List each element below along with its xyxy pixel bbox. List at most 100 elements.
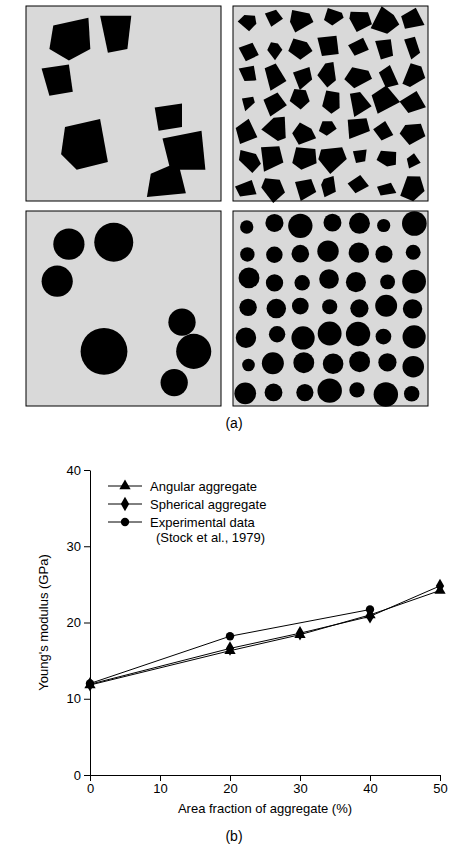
x-tick: 0 — [87, 775, 94, 796]
aggregate — [319, 269, 339, 289]
x-tick: 20 — [223, 775, 237, 796]
y-tick-mark — [84, 775, 90, 776]
aggregate — [265, 10, 283, 27]
y-tick-mark — [84, 546, 90, 547]
aggregate — [375, 246, 392, 263]
aggregate — [147, 162, 186, 197]
aggregate — [163, 131, 206, 170]
aggregate — [240, 220, 253, 233]
aggregate — [242, 97, 255, 111]
aggregate — [295, 179, 316, 201]
aggregate — [238, 15, 257, 31]
microstructure-panel — [26, 6, 221, 201]
x-tick: 50 — [433, 775, 447, 796]
legend-entry: Angular aggregate — [108, 479, 257, 494]
panel-ground — [233, 6, 428, 201]
aggregate — [324, 8, 344, 25]
legend-marker — [121, 497, 129, 511]
aggregate — [401, 8, 424, 29]
aggregate — [265, 384, 283, 402]
panel-ground — [26, 211, 221, 406]
aggregate — [291, 326, 314, 349]
aggregate — [372, 85, 400, 113]
y-axis: 010203040 — [67, 463, 91, 783]
series-marker — [436, 579, 444, 593]
aggregate-shapes — [235, 6, 426, 203]
aggregate — [379, 65, 399, 88]
series-marker — [84, 679, 95, 689]
aggregate — [100, 16, 131, 53]
aggregate — [346, 272, 366, 292]
aggregate — [350, 299, 368, 317]
x-tick-label: 10 — [153, 781, 167, 796]
aggregate — [267, 299, 286, 318]
aggregate — [375, 295, 397, 317]
aggregate — [377, 219, 390, 232]
aggregate — [263, 92, 286, 116]
series-marker — [86, 679, 94, 687]
aggregate — [319, 121, 337, 136]
legend-marker — [119, 479, 130, 489]
panel-label: (b) — [225, 828, 242, 844]
aggregate — [94, 223, 133, 262]
aggregate — [240, 247, 254, 261]
line-chart: 01020304050010203040Area fraction of agg… — [36, 463, 448, 844]
aggregate — [290, 89, 310, 109]
x-tick-mark — [160, 775, 161, 781]
aggregate — [378, 353, 396, 371]
y-tick-label: 10 — [67, 691, 81, 706]
aggregate — [262, 352, 284, 374]
x-axis-line — [91, 775, 441, 776]
aggregate — [239, 150, 261, 173]
aggregate — [42, 65, 73, 96]
aggregate — [400, 176, 424, 201]
series-lines — [90, 586, 440, 685]
aggregate — [406, 245, 421, 260]
aggregate — [42, 266, 73, 297]
aggregate — [376, 329, 392, 345]
aggregate — [53, 229, 84, 260]
y-axis-title: Young's modulus (GPa) — [36, 554, 51, 690]
aggregate — [374, 382, 398, 406]
legend: Angular aggregate Spherical aggregate Expe… — [108, 479, 266, 545]
legend-label: Spherical aggregate — [150, 497, 266, 512]
legend-label: Experimental data(Stock et al., 1979) — [150, 515, 265, 545]
panel-ground — [233, 211, 428, 406]
aggregate — [242, 359, 255, 372]
series-marker — [366, 605, 374, 613]
aggregate — [402, 63, 425, 87]
aggregate — [402, 211, 427, 236]
aggregate — [294, 275, 309, 290]
aggregate — [348, 118, 370, 139]
aggregate — [377, 151, 397, 167]
panel-label: (a) — [225, 415, 242, 431]
x-tick: 30 — [293, 775, 307, 796]
aggregate — [292, 123, 316, 145]
microstructure-panel — [233, 6, 428, 203]
aggregate — [402, 356, 424, 378]
aggregate — [402, 270, 426, 294]
aggregate — [317, 240, 338, 261]
legend-label: Angular aggregate — [150, 479, 257, 494]
y-tick-label: 30 — [67, 539, 81, 554]
y-tick-mark — [84, 699, 90, 700]
figure: (a)01020304050010203040Area fraction of … — [0, 0, 468, 852]
aggregate — [161, 369, 188, 396]
y-axis-line — [90, 471, 91, 776]
x-tick: 40 — [363, 775, 377, 796]
aggregate — [296, 384, 313, 401]
aggregate — [348, 38, 369, 56]
aggregate — [322, 299, 337, 314]
y-tick: 0 — [74, 768, 90, 783]
series-line — [90, 610, 370, 684]
aggregate — [349, 243, 369, 263]
aggregate — [318, 147, 346, 174]
aggregate — [265, 64, 287, 91]
aggregate — [403, 325, 426, 348]
aggregate — [317, 378, 341, 402]
aggregate — [176, 334, 211, 369]
x-axis: 0 10 20 30 40 50 — [87, 775, 448, 796]
series-marker — [296, 626, 304, 640]
aggregate — [239, 267, 260, 288]
aggregate — [261, 178, 285, 203]
